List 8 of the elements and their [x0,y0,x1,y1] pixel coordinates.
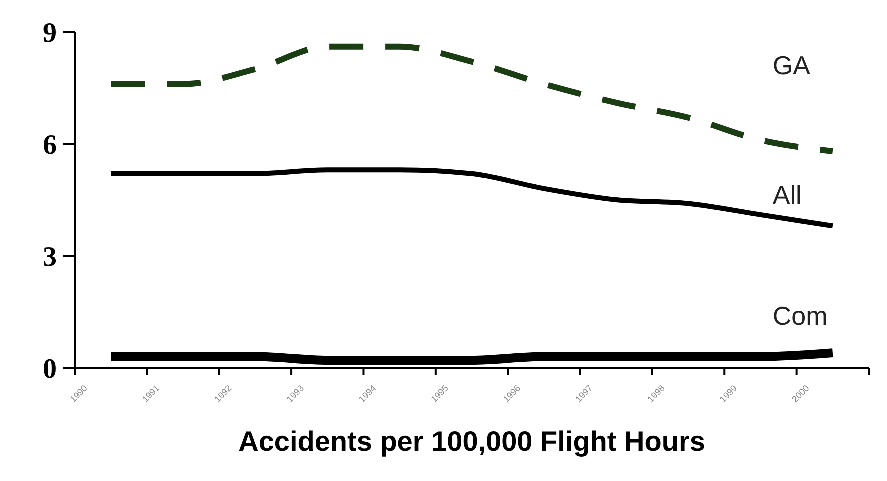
series-label: Com [772,301,828,332]
text: GA [772,50,812,80]
x-axis-title: Accidents per 100,000 Flight Hours [238,426,706,457]
y-tick-label: 0 [43,354,57,385]
series-label: All [772,180,802,210]
y-tick-label: 3 [43,242,57,273]
y-tick-label: 6 [43,130,57,161]
y-tick-label: 9 [43,18,57,49]
